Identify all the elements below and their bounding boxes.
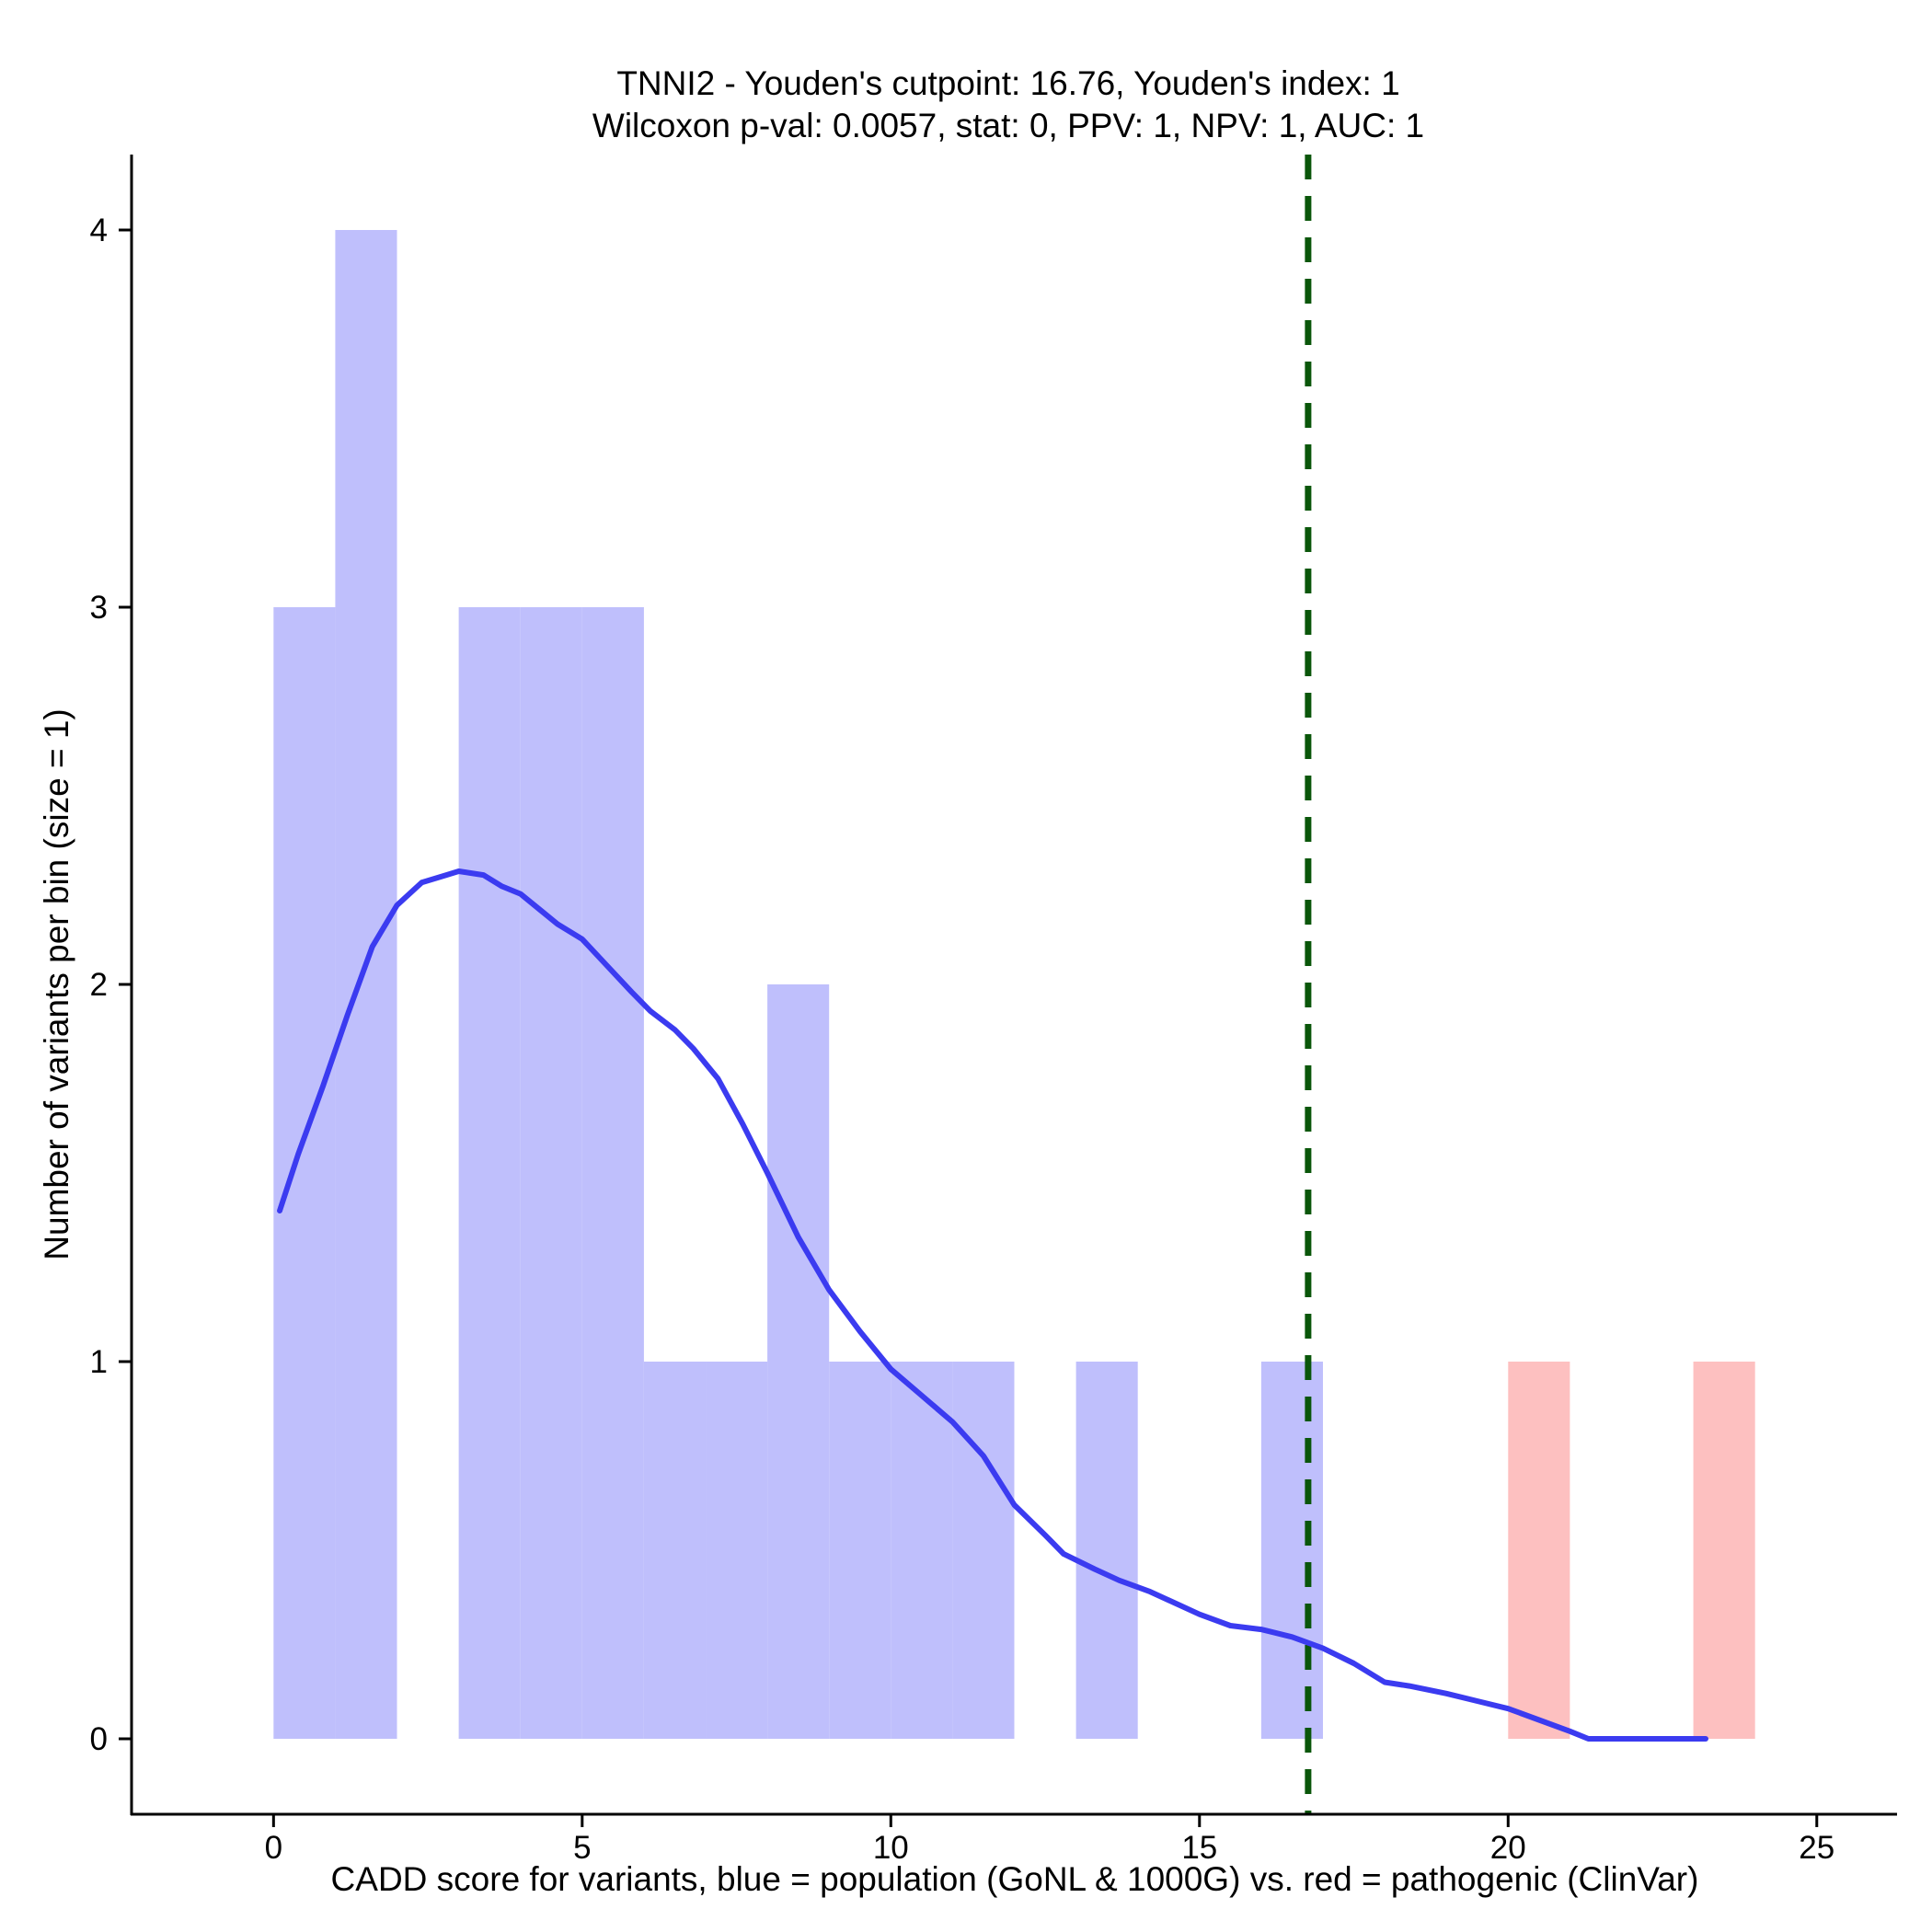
histogram-bar-s1-0: [1508, 1362, 1570, 1739]
histogram-bar-s0-3: [520, 607, 582, 1739]
histogram-bar-s0-5: [643, 1362, 707, 1739]
y-axis-label: Number of variants per bin (size = 1): [38, 708, 75, 1259]
x-tick-label-15: 15: [1181, 1830, 1217, 1866]
y-tick-label-1: 1: [90, 1344, 108, 1380]
y-axis-ticks: 0 1 2 3 4: [90, 213, 132, 1757]
histogram-bar-s0-2: [458, 607, 521, 1739]
histogram-bar-s0-8: [829, 1362, 891, 1739]
y-tick-label-2: 2: [90, 967, 108, 1003]
x-tick-label-0: 0: [265, 1830, 282, 1866]
histogram-bar-s1-1: [1693, 1362, 1755, 1739]
y-tick-label-3: 3: [90, 590, 108, 626]
density-curve-layer: [277, 868, 1708, 1742]
y-tick-label-0: 0: [90, 1721, 108, 1757]
x-tick-label-10: 10: [873, 1830, 909, 1866]
x-axis-ticks: 0 5 10 15 20 25: [265, 1814, 1834, 1866]
histogram-bar-s0-7: [767, 984, 830, 1739]
histogram-bar-s0-1: [335, 230, 397, 1739]
x-axis-label: CADD score for variants, blue = populati…: [331, 1860, 1699, 1898]
x-tick-label-5: 5: [573, 1830, 591, 1866]
histogram-bar-s0-10: [952, 1362, 1015, 1739]
histogram-bar-s0-6: [706, 1362, 768, 1739]
histogram-bar-s0-11: [1075, 1362, 1138, 1739]
histogram-bar-s0-0: [273, 607, 336, 1739]
chart-title-line-2: Wilcoxon p-val: 0.0057, stat: 0, PPV: 1,…: [592, 107, 1424, 144]
x-tick-label-20: 20: [1490, 1830, 1526, 1866]
x-tick-label-25: 25: [1799, 1830, 1834, 1866]
histogram-bar-s0-4: [581, 607, 644, 1739]
histogram-bar-s0-12: [1260, 1362, 1323, 1739]
chart-title-line-1: TNNI2 - Youden's cutpoint: 16.76, Youden…: [616, 64, 1399, 102]
histogram-bar-s0-9: [891, 1362, 953, 1739]
density-curve: [277, 868, 1708, 1742]
y-tick-label-4: 4: [90, 213, 108, 248]
histogram-bars: [273, 230, 1755, 1739]
